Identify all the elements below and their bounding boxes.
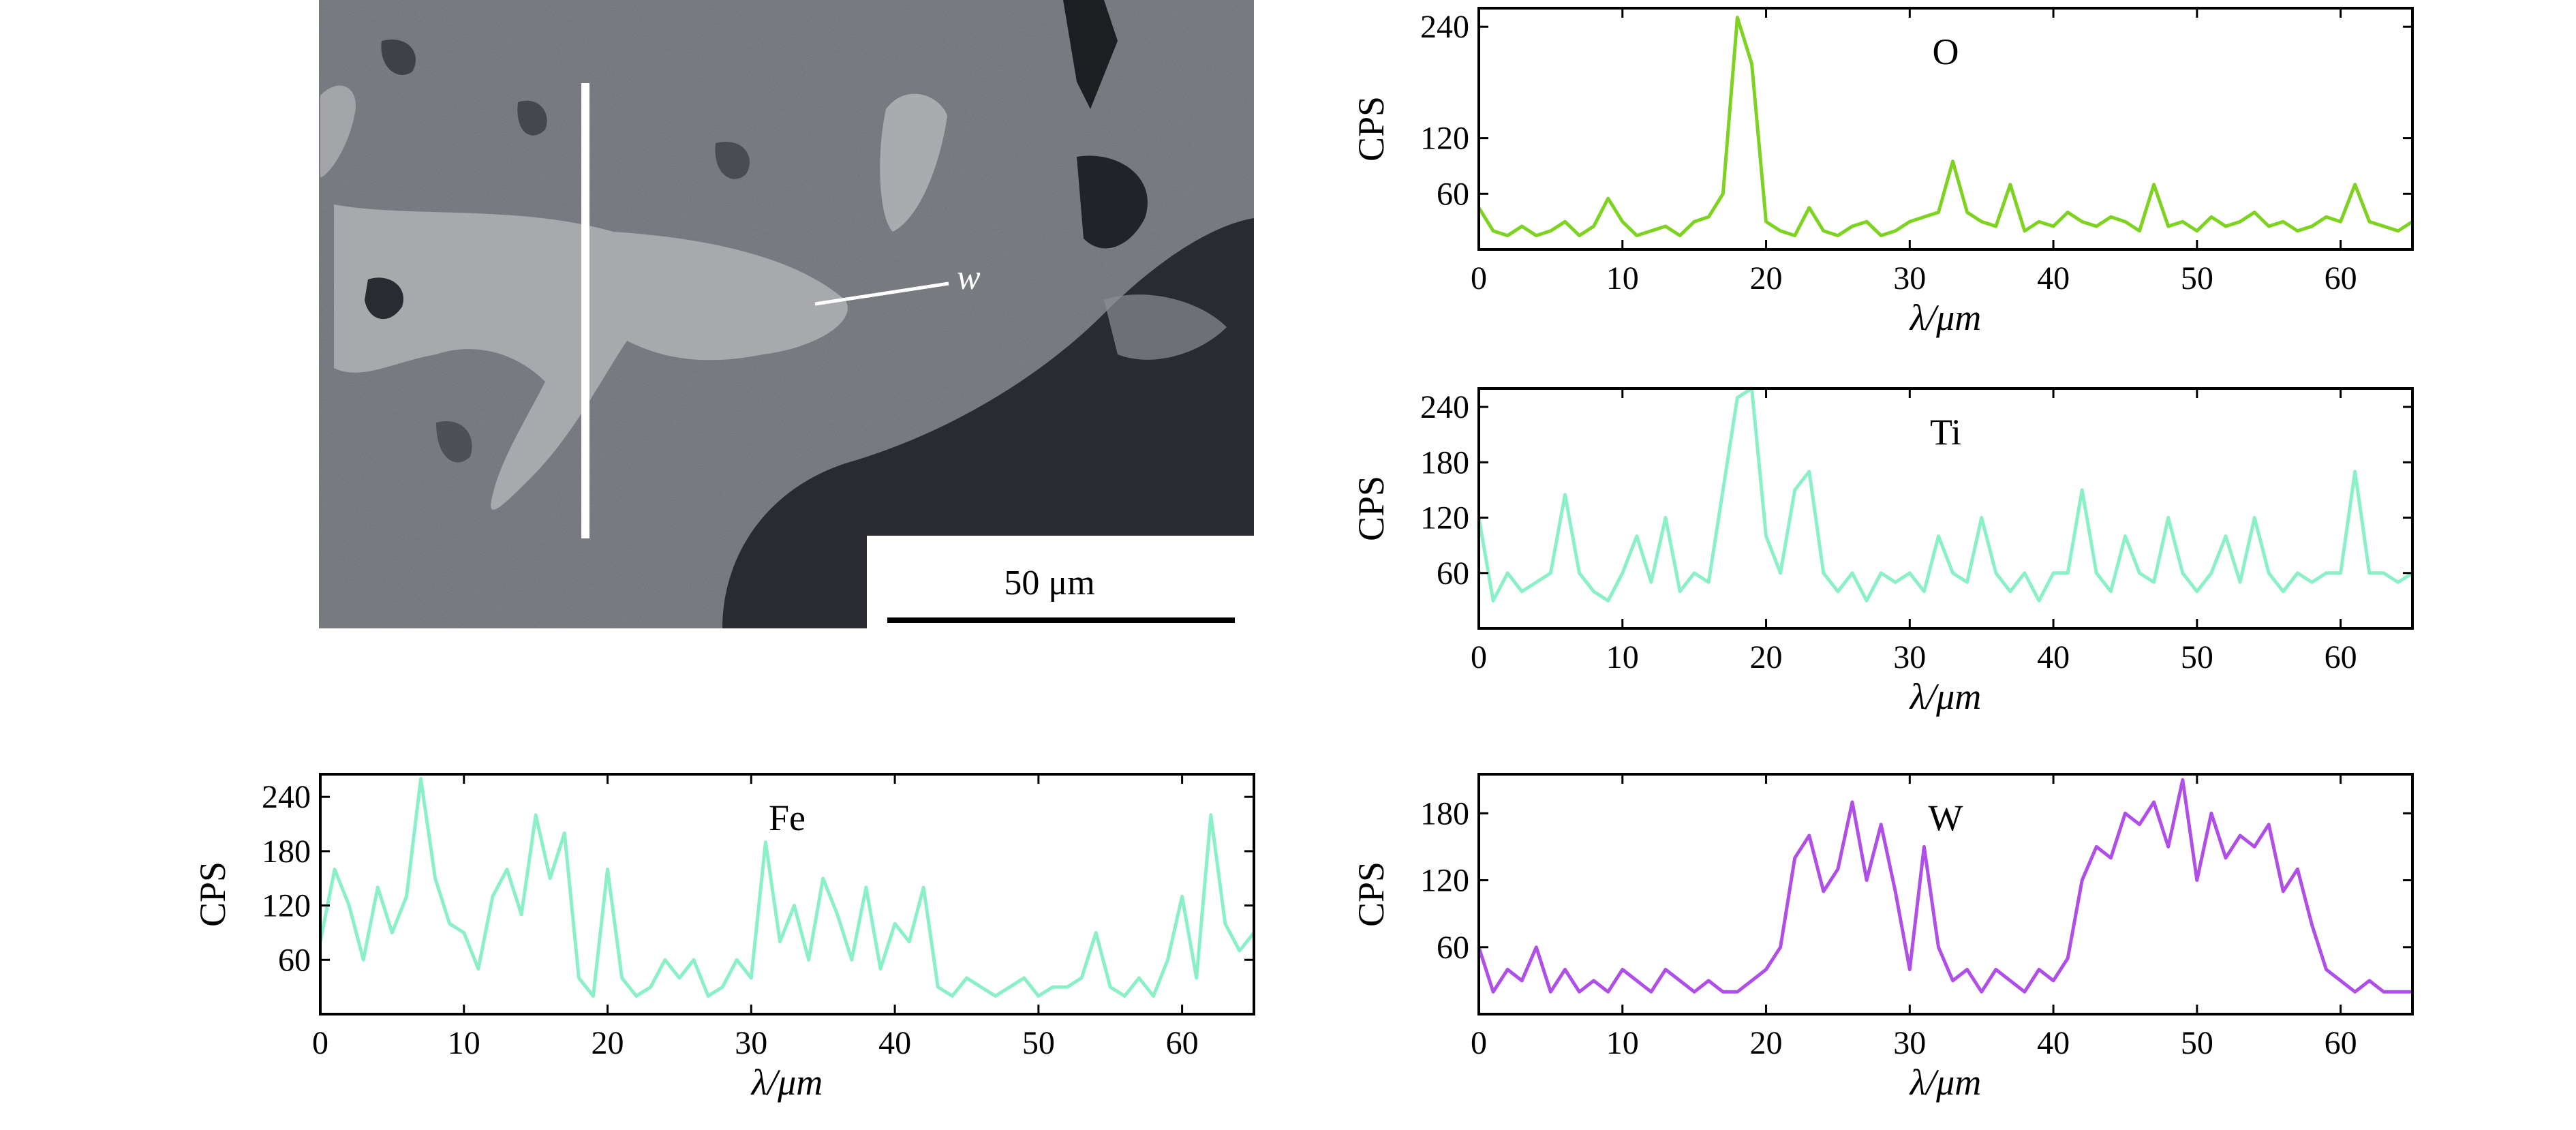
plot-frame xyxy=(1477,773,2414,1016)
light-phase-region xyxy=(334,204,848,510)
x-tick-label: 10 xyxy=(1606,260,1639,296)
y-tick-label: 180 xyxy=(1420,795,1469,831)
y-tick-label: 180 xyxy=(1420,444,1469,480)
y-tick-label: 120 xyxy=(1420,863,1469,899)
chart-panel-ti: 0 10 20 30 40 50 60 60 120 180 240 λ/μm CPS Ti xyxy=(1351,386,2414,717)
x-tick-label: 20 xyxy=(1750,639,1783,675)
dark-spot xyxy=(436,421,472,463)
line-scan-marker xyxy=(581,83,589,538)
y-tick-label: 60 xyxy=(1437,555,1469,592)
light-phase-region xyxy=(880,93,947,232)
y-tick-label: 240 xyxy=(1420,389,1469,425)
dark-void xyxy=(1077,155,1148,249)
chart-panel-w: 0 10 20 30 40 50 60 60 120 180 λ/μm CPS W xyxy=(1351,773,2414,1103)
x-tick-label: 40 xyxy=(2037,260,2070,296)
x-tick-label: 10 xyxy=(448,1025,480,1061)
dark-spot xyxy=(517,100,547,136)
dark-spot xyxy=(715,142,750,179)
y-tick-label: 120 xyxy=(1420,500,1469,536)
chart-panel-fe: 0 10 20 30 40 50 60 60 120 180 240 λ/μm CPS Fe xyxy=(192,773,1255,1103)
element-label-w: W xyxy=(1929,797,1963,838)
x-tick-label: 0 xyxy=(1471,1025,1487,1061)
x-tick-label: 0 xyxy=(1471,260,1487,296)
y-tick-label: 180 xyxy=(262,834,311,870)
x-tick-label: 30 xyxy=(1893,639,1926,675)
x-tick-label: 30 xyxy=(735,1025,767,1061)
scale-bar xyxy=(887,617,1235,623)
x-tick-label: 40 xyxy=(878,1025,911,1061)
y-tick-label: 60 xyxy=(1437,176,1469,212)
dark-spot xyxy=(381,40,416,75)
x-tick-label: 40 xyxy=(2037,1025,2070,1061)
chart-panel-o: 0 10 20 30 40 50 60 60 120 240 λ/μm CPS O xyxy=(1351,7,2414,338)
x-tick-label: 60 xyxy=(2325,1025,2357,1061)
y-tick-label: 240 xyxy=(1420,9,1469,45)
x-tick-label: 20 xyxy=(592,1025,624,1061)
series-line-w xyxy=(1477,778,2412,994)
x-tick-label: 0 xyxy=(312,1025,328,1061)
series-line-ti xyxy=(1477,386,2414,602)
x-axis-title: λ/μm xyxy=(1909,297,1982,338)
x-tick-label: 20 xyxy=(1750,1025,1783,1061)
x-tick-label: 20 xyxy=(1750,260,1783,296)
x-axis-title: λ/μm xyxy=(750,1062,823,1103)
dark-void xyxy=(365,277,403,320)
x-tick-label: 0 xyxy=(1471,639,1487,675)
x-tick-label: 10 xyxy=(1606,1025,1639,1061)
y-tick-label: 240 xyxy=(262,779,311,815)
y-tick-label: 60 xyxy=(278,942,311,978)
scale-bar-label: 50 μm xyxy=(1004,564,1094,602)
x-tick-label: 10 xyxy=(1606,639,1639,675)
bright-edge xyxy=(1104,294,1227,360)
element-label-o: O xyxy=(1933,31,1959,72)
annotation-label: w xyxy=(957,258,981,297)
y-axis-title: CPS xyxy=(1351,476,1392,541)
plot-frame xyxy=(1477,7,2414,251)
sem-micrograph: w 50 μm xyxy=(319,0,1254,628)
scale-bar-box xyxy=(867,536,1254,628)
element-label-fe: Fe xyxy=(769,797,806,838)
annotation-leader xyxy=(814,281,949,306)
y-axis-title: CPS xyxy=(192,861,233,927)
plot-frame xyxy=(319,773,1255,1016)
x-tick-label: 30 xyxy=(1893,260,1926,296)
x-axis-title: λ/μm xyxy=(1909,676,1982,717)
dark-void xyxy=(1063,0,1118,109)
x-tick-label: 30 xyxy=(1893,1025,1926,1061)
x-tick-label: 50 xyxy=(2181,260,2213,296)
plot-frame xyxy=(1477,387,2414,630)
x-tick-label: 40 xyxy=(2037,639,2070,675)
x-tick-label: 50 xyxy=(2181,639,2213,675)
x-tick-label: 60 xyxy=(1166,1025,1199,1061)
y-axis-title: CPS xyxy=(1351,861,1392,927)
y-axis-title: CPS xyxy=(1351,96,1392,162)
x-tick-label: 60 xyxy=(2325,260,2357,296)
y-tick-label: 60 xyxy=(1437,930,1469,966)
y-tick-label: 120 xyxy=(1420,121,1469,157)
light-phase-region xyxy=(320,85,356,177)
x-tick-label: 50 xyxy=(2181,1025,2213,1061)
series-line-o xyxy=(1477,16,2414,238)
x-axis-title: λ/μm xyxy=(1909,1062,1982,1103)
series-line-fe xyxy=(318,777,1255,998)
element-label-ti: Ti xyxy=(1930,412,1961,453)
y-tick-label: 120 xyxy=(262,888,311,924)
x-tick-label: 60 xyxy=(2325,639,2357,675)
x-tick-label: 50 xyxy=(1022,1025,1055,1061)
